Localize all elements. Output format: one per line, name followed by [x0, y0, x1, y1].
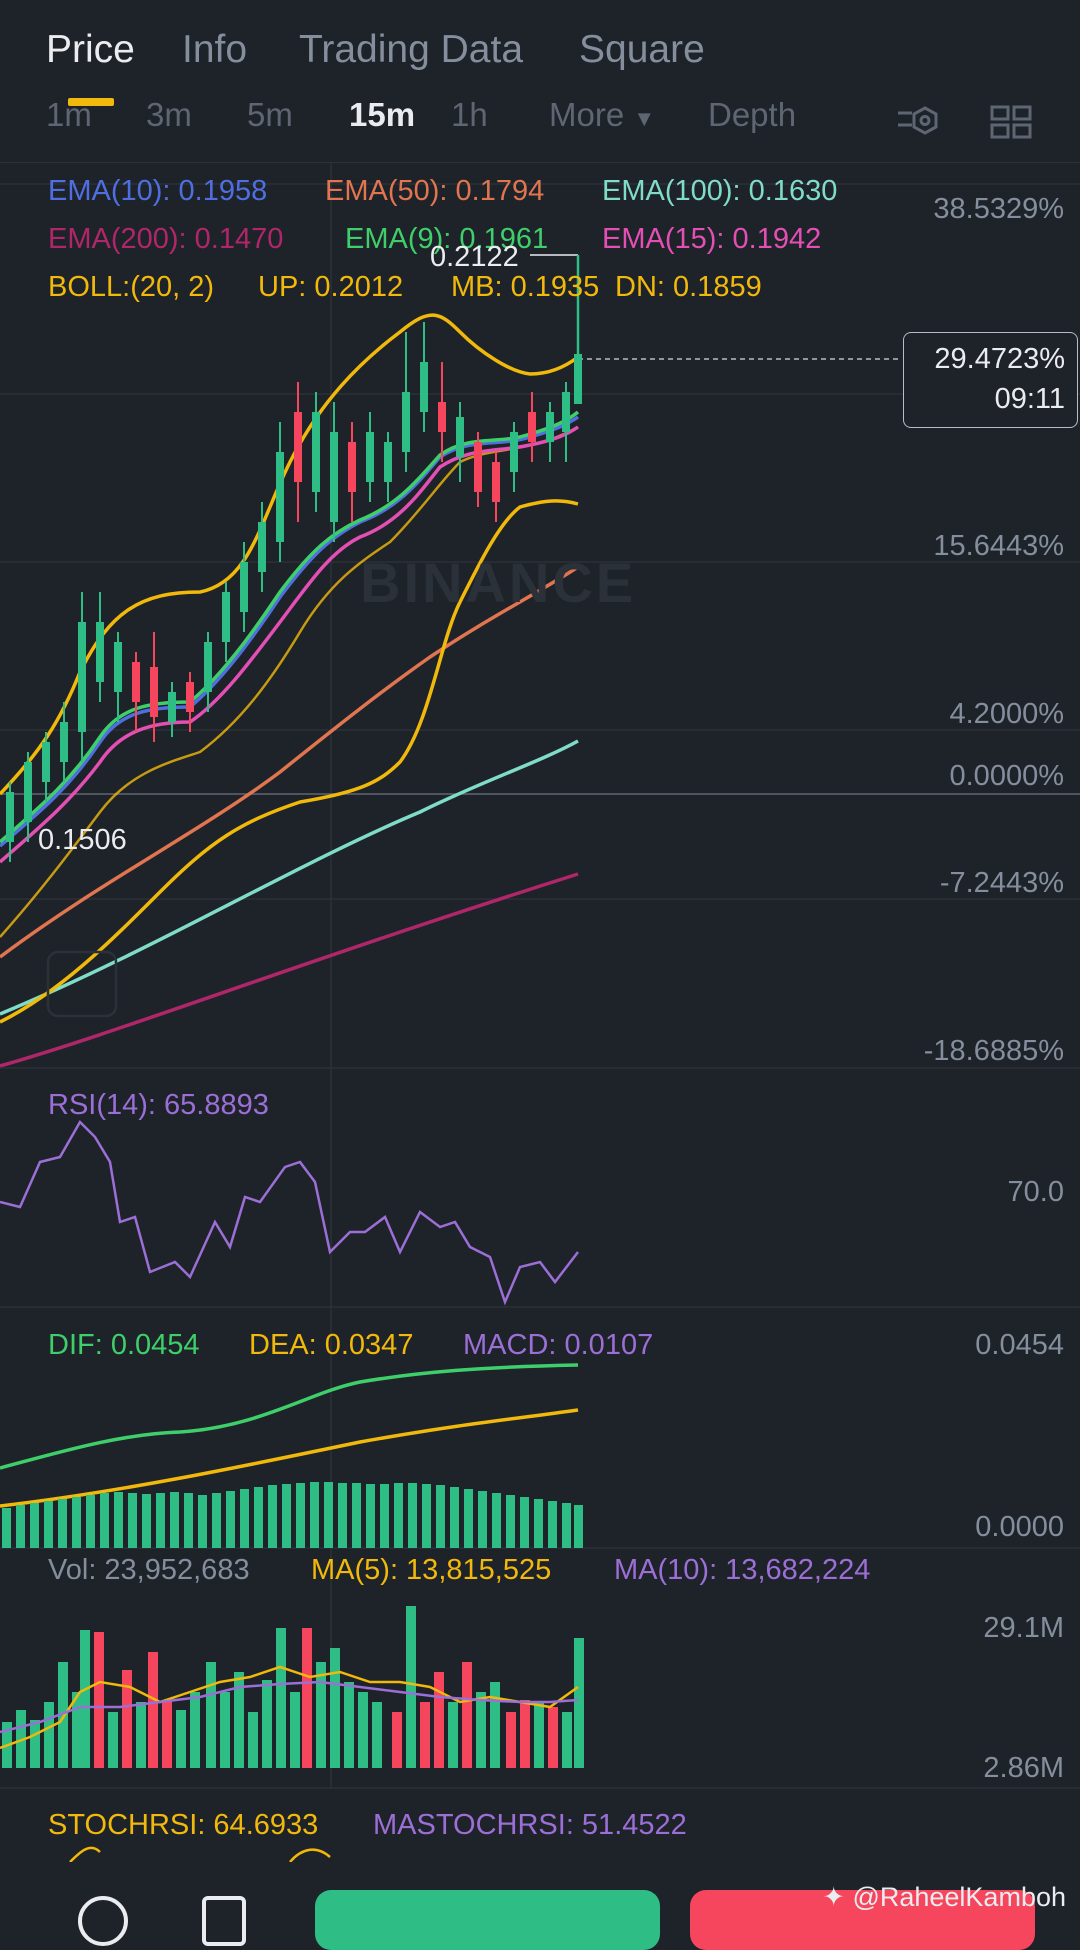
ema15-label: EMA(15): 0.1942	[602, 223, 822, 255]
diamond-logo-icon: ✦	[822, 1882, 845, 1912]
volume-scale-top: 29.1M	[983, 1612, 1064, 1644]
macd-value-label: MACD: 0.0107	[463, 1329, 654, 1361]
ema50-label: EMA(50): 0.1794	[325, 175, 545, 207]
chevron-down-icon: ▼	[633, 106, 656, 131]
indicator-settings-icon[interactable]	[896, 105, 940, 144]
interval-more-label: More	[549, 96, 625, 133]
watermark-handle: ✦ @RaheelKamboh	[822, 1882, 1066, 1913]
high-price-label: 0.2122	[430, 241, 519, 273]
active-tab-indicator	[68, 98, 114, 106]
rsi-label: RSI(14): 65.8893	[48, 1089, 269, 1121]
boll-up: UP: 0.2012	[258, 271, 404, 303]
macd-scale-top: 0.0454	[975, 1329, 1064, 1361]
ema100-label: EMA(100): 0.1630	[602, 175, 838, 207]
candlestick-chart[interactable]	[0, 162, 1080, 1862]
orders-icon[interactable]	[202, 1896, 246, 1946]
interval-bar: 1m 3m 5m 15m 1h More ▼ Depth	[0, 96, 1080, 163]
boll-label: BOLL:(20, 2)	[48, 271, 215, 303]
interval-depth[interactable]: Depth	[708, 96, 797, 133]
volume-label: Vol: 23,952,683	[48, 1554, 250, 1586]
interval-1h[interactable]: 1h	[451, 96, 488, 133]
macd-dea-label: DEA: 0.0347	[249, 1329, 414, 1361]
tab-info[interactable]: Info	[182, 28, 248, 71]
volume-ma10-label: MA(10): 13,682,224	[614, 1554, 871, 1586]
scale-label: 38.5329%	[933, 193, 1064, 225]
interval-5m[interactable]: 5m	[247, 96, 293, 133]
macd-scale-bottom: 0.0000	[975, 1511, 1064, 1543]
volume-ma5-label: MA(5): 13,815,525	[311, 1554, 552, 1586]
macd-dif-label: DIF: 0.0454	[48, 1329, 200, 1361]
buy-button[interactable]	[315, 1890, 660, 1950]
scale-label: 0.0000%	[949, 760, 1065, 792]
tab-price[interactable]: Price	[46, 28, 135, 71]
ema9-label: EMA(9): 0.1961	[345, 223, 549, 255]
boll-mid: MB: 0.1935	[451, 271, 600, 303]
interval-1m[interactable]: 1m	[46, 96, 92, 133]
ema10-label: EMA(10): 0.1958	[48, 175, 268, 207]
stochrsi-label: STOCHRSI: 64.6933	[48, 1809, 319, 1841]
ema200-label: EMA(200): 0.1470	[48, 223, 284, 255]
top-tabs: Price Info Trading Data Square	[0, 0, 1080, 106]
interval-15m[interactable]: 15m	[349, 96, 416, 133]
scale-label: -18.6885%	[923, 1035, 1064, 1067]
volume-scale-bottom: 2.86M	[983, 1752, 1064, 1784]
scale-label: 15.6443%	[933, 530, 1064, 562]
layout-grid-icon[interactable]	[990, 105, 1032, 144]
watermark-handle-text: @RaheelKamboh	[852, 1882, 1066, 1912]
current-price-percent: 29.4723%	[934, 343, 1065, 375]
tab-square[interactable]: Square	[579, 28, 705, 71]
brand-watermark: BINANCE	[360, 551, 637, 614]
rsi-scale: 70.0	[1007, 1176, 1064, 1208]
candle-countdown: 09:11	[994, 383, 1065, 415]
scale-label: 4.2000%	[949, 698, 1065, 730]
low-price-label: 0.1506	[38, 824, 127, 856]
more-icon[interactable]	[78, 1896, 128, 1946]
interval-3m[interactable]: 3m	[146, 96, 192, 133]
mastochrsi-label: MASTOCHRSI: 51.4522	[373, 1809, 687, 1841]
boll-down: DN: 0.1859	[615, 271, 762, 303]
current-price-tag: 29.4723% 09:11	[903, 332, 1078, 428]
tab-trading-data[interactable]: Trading Data	[299, 28, 524, 71]
interval-more[interactable]: More ▼	[549, 96, 655, 134]
scale-label: -7.2443%	[939, 867, 1064, 899]
